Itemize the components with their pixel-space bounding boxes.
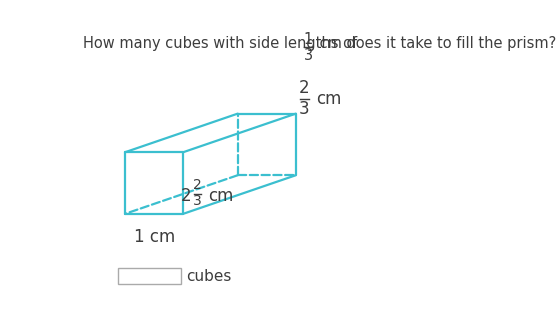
Text: cm does it take to fill the prism?: cm does it take to fill the prism?	[315, 36, 556, 51]
Text: 1 cm: 1 cm	[134, 228, 175, 246]
Text: 2: 2	[193, 178, 202, 192]
Text: cm: cm	[316, 90, 341, 108]
Text: How many cubes with side lengths of: How many cubes with side lengths of	[83, 36, 362, 51]
FancyBboxPatch shape	[117, 268, 181, 284]
Text: cm: cm	[208, 187, 234, 205]
Text: 3: 3	[193, 195, 202, 209]
Text: 1: 1	[304, 32, 313, 47]
Text: 2: 2	[181, 187, 191, 205]
Text: 2: 2	[299, 79, 310, 97]
Text: 3: 3	[304, 48, 313, 63]
Text: 3: 3	[299, 100, 310, 118]
Text: cubes: cubes	[186, 269, 231, 284]
